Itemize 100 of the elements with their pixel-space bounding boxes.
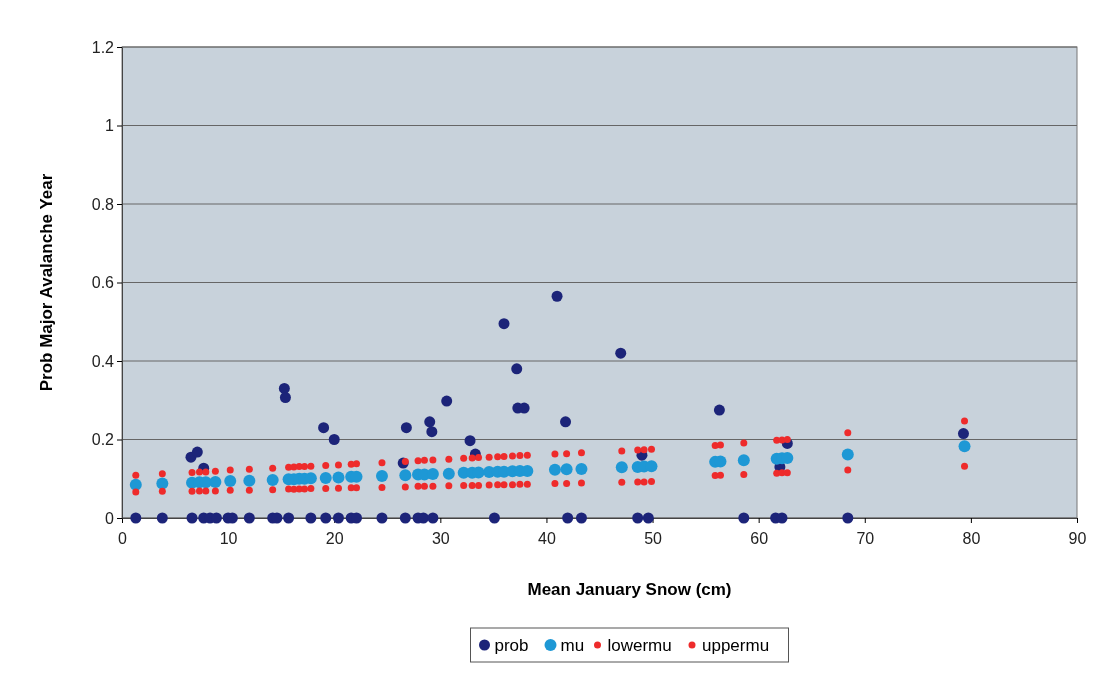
point [716, 471, 724, 479]
point [615, 347, 627, 359]
point [401, 483, 409, 491]
point [318, 422, 330, 434]
point [269, 486, 277, 494]
point [445, 455, 453, 463]
point [269, 464, 277, 472]
point [158, 470, 166, 478]
x-tick-label: 20 [325, 529, 344, 547]
point [468, 454, 476, 462]
point [378, 483, 386, 491]
point [186, 512, 198, 524]
point [129, 478, 142, 491]
point [737, 454, 750, 467]
point [516, 452, 524, 460]
point [301, 463, 309, 471]
point [188, 468, 196, 476]
point [328, 434, 340, 445]
point [494, 481, 502, 489]
point [334, 484, 342, 492]
point [209, 475, 222, 488]
legend-label: uppermu [702, 636, 770, 655]
point [740, 470, 748, 478]
point [426, 426, 438, 438]
point [500, 481, 508, 489]
point [279, 392, 291, 403]
x-tick-label: 90 [1068, 529, 1087, 547]
point [634, 478, 642, 486]
point [577, 479, 585, 487]
point [548, 463, 561, 476]
point [202, 468, 210, 476]
point [245, 486, 253, 494]
point [132, 471, 140, 479]
y-tick-label: 0.6 [91, 274, 115, 292]
point [523, 451, 531, 459]
point [375, 470, 388, 482]
point [618, 447, 626, 455]
point [245, 465, 253, 473]
point [511, 363, 523, 375]
point [516, 480, 524, 488]
point [783, 469, 791, 477]
point [195, 487, 203, 495]
point [307, 485, 315, 493]
point [156, 477, 169, 490]
point [320, 512, 332, 524]
point [841, 448, 854, 461]
y-axis-title: Prob Major Avalanche Year [37, 173, 56, 392]
point [420, 482, 428, 490]
point [475, 454, 483, 462]
legend-label: mu [560, 636, 585, 655]
point [716, 441, 724, 449]
point [562, 512, 574, 524]
point [414, 482, 422, 490]
point [130, 512, 142, 524]
point [332, 512, 344, 524]
x-tick-label: 50 [644, 529, 663, 547]
point [842, 512, 854, 524]
point [738, 512, 750, 524]
point [399, 469, 412, 482]
y-tick-label: 0.8 [91, 195, 115, 213]
point [211, 487, 219, 495]
point [560, 416, 572, 428]
point [283, 512, 295, 524]
point [577, 449, 585, 457]
point [642, 512, 654, 524]
point [460, 481, 468, 489]
point [442, 467, 455, 480]
point [563, 479, 571, 487]
point [156, 512, 168, 524]
point [322, 485, 330, 493]
point [445, 482, 453, 490]
y-tick-label: 1.2 [91, 38, 115, 56]
point [424, 416, 436, 428]
point [353, 484, 361, 492]
point [634, 446, 642, 454]
point [647, 445, 655, 453]
point [211, 467, 219, 475]
point [401, 457, 409, 465]
x-tick-label: 70 [856, 529, 875, 547]
point [523, 480, 531, 488]
point [468, 481, 476, 489]
point [441, 395, 453, 407]
point [615, 461, 628, 474]
x-tick-label: 40 [538, 529, 556, 547]
point [305, 512, 317, 524]
point [640, 478, 648, 486]
point [266, 473, 279, 486]
point [427, 512, 439, 524]
point [400, 422, 412, 434]
point [961, 462, 969, 470]
point [551, 479, 559, 487]
point [429, 456, 437, 464]
point [773, 436, 781, 444]
point [961, 417, 969, 425]
point [494, 453, 502, 461]
y-tick-label: 0.4 [91, 352, 115, 370]
point [319, 471, 332, 484]
point [475, 481, 483, 489]
point [844, 429, 852, 437]
legend-label: prob [494, 636, 529, 655]
